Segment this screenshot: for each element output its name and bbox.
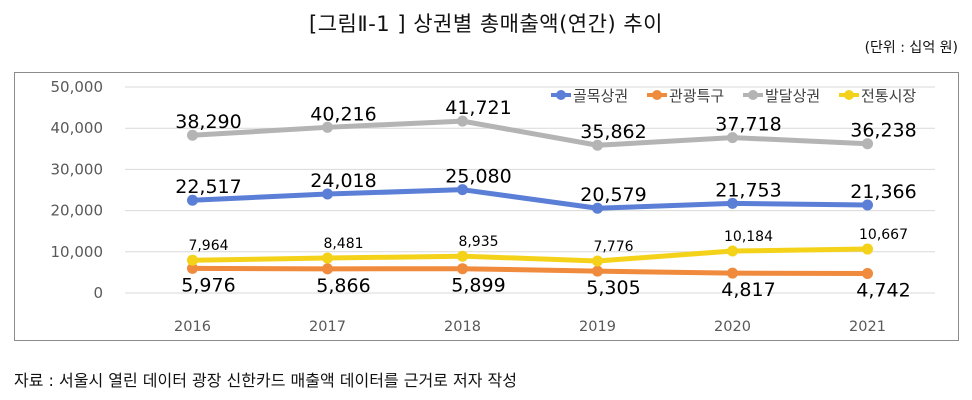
y-tick-label: 40,000	[51, 119, 104, 137]
legend-marker-icon	[748, 90, 758, 100]
data-label: 4,817	[721, 279, 775, 301]
series-4	[187, 243, 873, 267]
y-tick-label: 20,000	[51, 202, 104, 220]
data-label: 21,366	[850, 181, 916, 203]
data-label: 8,935	[458, 234, 498, 250]
data-point	[727, 197, 738, 209]
data-point	[592, 255, 603, 267]
x-tick-label: 2017	[309, 319, 346, 335]
data-point	[592, 139, 603, 151]
data-point	[862, 199, 873, 211]
data-label: 10,667	[859, 227, 908, 243]
data-label: 10,184	[724, 229, 773, 245]
legend: 골목상권 관광특구 발달상권 전통시장	[551, 87, 916, 105]
legend-label: 발달상권	[765, 87, 820, 105]
data-label: 7,776	[593, 239, 633, 255]
line-chart: 0 10,000 20,000 30,000 40,000 50,000 2016 2017…	[14, 72, 959, 341]
series-line	[190, 265, 870, 276]
data-point	[457, 263, 468, 275]
series-line	[190, 118, 870, 148]
legend-item: 전통시장	[839, 87, 916, 105]
data-point	[322, 121, 333, 133]
legend-marker-icon	[556, 90, 566, 100]
data-point	[862, 267, 873, 279]
data-label: 36,238	[850, 120, 916, 142]
series-3	[187, 115, 873, 151]
data-label: 37,718	[715, 114, 781, 136]
data-point	[187, 254, 198, 266]
data-point	[187, 262, 198, 274]
source-note: 자료 : 서울시 열린 데이터 광장 신한카드 매출액 데이터를 근거로 저자 …	[14, 371, 517, 390]
data-point	[187, 194, 198, 206]
data-label: 38,290	[175, 111, 241, 133]
x-tick-label: 2021	[849, 319, 886, 335]
data-label: 5,976	[181, 274, 235, 296]
data-point	[727, 245, 738, 257]
figure-title: [그림Ⅱ-1 ] 상권별 총매출액(연간) 추이	[309, 12, 663, 36]
legend-marker-icon	[652, 90, 662, 100]
data-label: 25,080	[445, 166, 511, 188]
series-2	[187, 262, 873, 279]
data-point	[322, 252, 333, 264]
data-label: 7,964	[188, 238, 228, 254]
data-label: 4,742	[856, 279, 910, 301]
data-label: 5,866	[316, 275, 370, 297]
x-tick-label: 2016	[174, 319, 211, 335]
data-point	[862, 138, 873, 150]
data-point	[727, 132, 738, 144]
data-label: 20,579	[580, 184, 646, 206]
data-label: 21,753	[715, 179, 781, 201]
data-point	[187, 129, 198, 141]
data-label: 5,899	[451, 275, 505, 297]
y-tick-label: 50,000	[51, 78, 104, 96]
data-point	[322, 188, 333, 200]
data-label: 22,517	[175, 176, 241, 198]
data-point	[592, 265, 603, 277]
data-point	[862, 243, 873, 255]
series-line	[190, 187, 870, 211]
x-tick-label: 2018	[444, 319, 481, 335]
y-tick-label: 30,000	[51, 160, 104, 178]
legend-label: 골목상권	[573, 87, 628, 105]
data-label: 35,862	[580, 121, 646, 143]
data-label: 41,721	[445, 97, 511, 119]
data-point	[457, 250, 468, 262]
legend-label: 관광특구	[669, 87, 724, 105]
x-tick-label: 2020	[714, 319, 751, 335]
chart-border	[14, 72, 959, 341]
legend-label: 전통시장	[861, 87, 916, 105]
x-tick-label: 2019	[579, 319, 616, 335]
legend-marker-icon	[844, 90, 854, 100]
data-label: 5,305	[586, 277, 640, 299]
data-label: 8,481	[323, 236, 363, 252]
y-tick-label: 10,000	[51, 243, 104, 261]
data-point	[457, 115, 468, 127]
data-point	[322, 263, 333, 275]
legend-item: 발달상권	[743, 87, 820, 105]
data-label: 24,018	[310, 170, 376, 192]
y-tick-label: 0	[93, 284, 103, 302]
series-1	[187, 184, 873, 214]
data-point	[457, 184, 468, 196]
legend-item: 관광특구	[647, 87, 724, 105]
data-point	[727, 267, 738, 279]
data-point	[592, 202, 603, 214]
series-line	[190, 246, 870, 264]
data-label: 40,216	[310, 103, 376, 125]
unit-label: (단위 : 십억 원)	[864, 40, 958, 56]
legend-item: 골목상권	[551, 87, 628, 105]
